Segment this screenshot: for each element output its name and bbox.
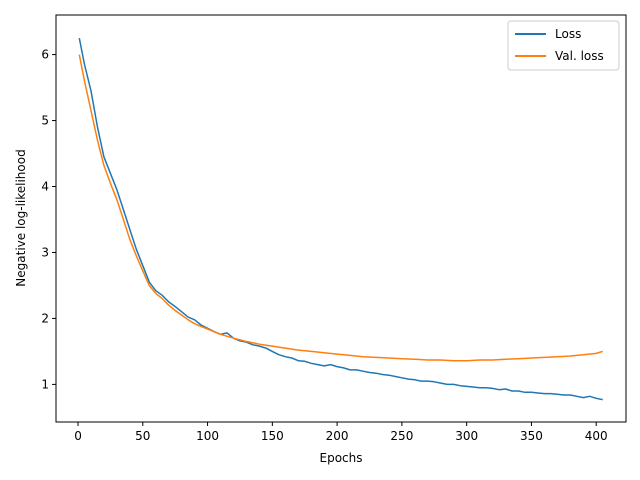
series-line-val-loss [78, 54, 603, 362]
y-tick-label: 4 [41, 180, 49, 194]
x-tick-label: 50 [135, 429, 150, 443]
x-tick-label: 350 [520, 429, 543, 443]
y-tick-label: 2 [41, 311, 49, 325]
plot-frame [55, 14, 627, 423]
x-tick-label: 300 [455, 429, 478, 443]
y-tick-label: 3 [41, 245, 49, 259]
x-tick-label: 0 [74, 429, 82, 443]
x-tick-label: 400 [585, 429, 608, 443]
plot-area [78, 37, 603, 401]
x-axis-label: Epochs [320, 451, 363, 465]
x-tick-label: 250 [390, 429, 413, 443]
y-tick-label: 5 [41, 114, 49, 128]
series-line-loss [78, 37, 603, 401]
y-tick-label: 1 [41, 377, 49, 391]
x-tick-label: 200 [326, 429, 349, 443]
y-tick-label: 6 [41, 48, 49, 62]
legend: Loss Val. loss [507, 20, 620, 71]
x-tick-label: 100 [196, 429, 219, 443]
y-axis-label: Negative log-likelihood [14, 149, 28, 286]
legend-label-val-loss: Val. loss [555, 49, 604, 63]
legend-label-loss: Loss [555, 27, 581, 41]
x-tick-label: 150 [261, 429, 284, 443]
axis-ticks: 0 50 100 150 200 250 300 350 400 1 2 3 4 5 6 [41, 48, 607, 443]
